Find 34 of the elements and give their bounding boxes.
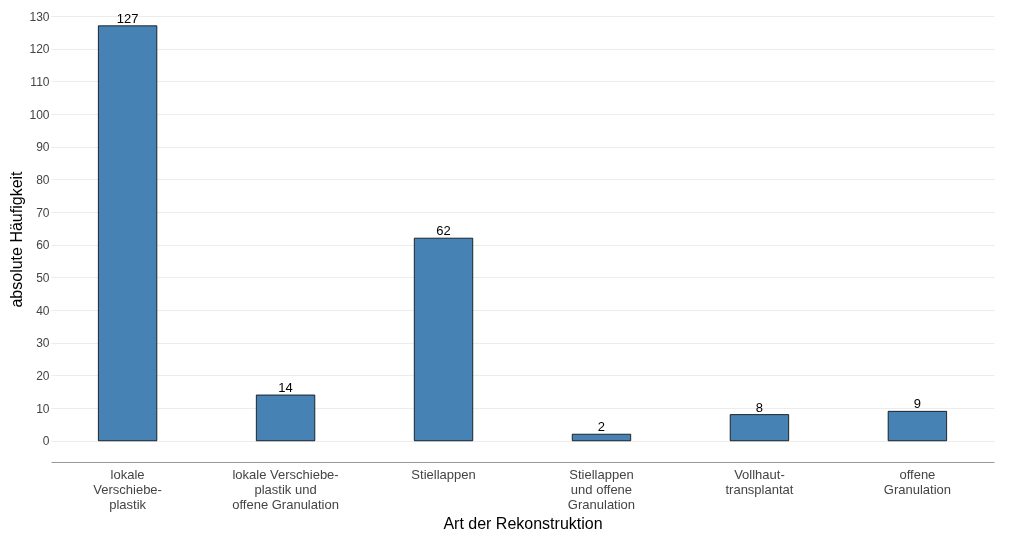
bar (97, 25, 158, 442)
y-tick-label: 130 (29, 9, 50, 24)
x-tick-label: lokale Verschiebe- plastik (93, 466, 162, 512)
data-label: 2 (597, 419, 606, 435)
x-tick-label: Stiellappen und offene Granulation (567, 466, 636, 512)
data-label: 14 (278, 380, 293, 396)
y-tick-label: 0 (42, 434, 50, 449)
bar (729, 414, 790, 442)
y-tick-label: 80 (36, 172, 50, 187)
y-tick-label: 110 (30, 74, 50, 89)
data-label: 127 (116, 10, 139, 26)
y-tick-label: 50 (36, 270, 50, 285)
data-label: 62 (436, 223, 451, 239)
x-tick-label: Vollhaut- transplantat (725, 466, 794, 497)
y-tick-label: 30 (36, 336, 50, 351)
y-tick-label: 100 (29, 107, 50, 122)
y-tick-label: 40 (36, 303, 50, 318)
data-label: 8 (755, 399, 764, 415)
x-axis-title: Art der Rekonstruktion (443, 514, 603, 532)
y-tick-label: 60 (36, 238, 50, 253)
y-axis-title: absolute Häufigkeit (8, 170, 26, 308)
y-tick-label: 10 (36, 401, 50, 416)
bar (887, 410, 948, 442)
x-tick-label: offene Granulation (883, 466, 951, 497)
data-label: 9 (913, 396, 922, 412)
y-tick-label: 90 (36, 140, 50, 155)
y-tick-label: 20 (36, 368, 50, 383)
x-tick-label: lokale Verschiebe- plastik und offene Granulation (232, 466, 339, 512)
bar (571, 433, 632, 442)
y-tick-label: 70 (36, 205, 50, 220)
bar (413, 237, 474, 442)
y-tick-label: 120 (29, 42, 50, 57)
bar (255, 394, 316, 442)
x-tick-label: Stiellappen (411, 466, 476, 482)
